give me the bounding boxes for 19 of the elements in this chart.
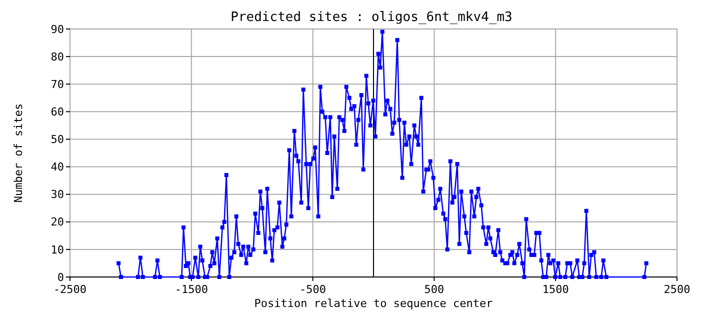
y-tick-label: 20 [50, 216, 64, 229]
y-axis-title: Number of sites [12, 103, 25, 203]
x-tick-label: -1500 [174, 283, 208, 296]
x-axis-title: Position relative to sequence center [254, 297, 494, 310]
y-tick-label: 60 [50, 106, 64, 119]
y-tick-label: 0 [57, 270, 64, 284]
x-tick-label: 500 [424, 283, 444, 296]
y-tick-label: 80 [50, 50, 64, 64]
x-tick-label: 2500 [664, 283, 690, 296]
y-tick-label: 70 [50, 78, 64, 91]
x-tick-label: 1500 [542, 283, 569, 296]
x-tick-label: -2500 [53, 283, 87, 296]
y-tick-label: 30 [50, 188, 64, 202]
y-tick-label: 50 [50, 133, 64, 146]
y-tick-label: 40 [50, 160, 64, 174]
y-tick-label: 10 [50, 243, 64, 256]
chart-title: Predicted sites : oligos_6nt_mkv4_m3 [230, 10, 512, 25]
x-tick-label: -500 [300, 283, 326, 296]
y-tick-label: 90 [50, 22, 64, 36]
